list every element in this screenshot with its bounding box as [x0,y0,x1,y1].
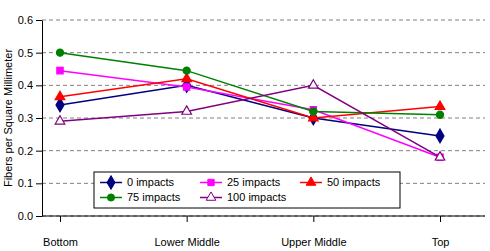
y-tick: 0.4 [18,79,42,91]
legend-marker [107,194,114,201]
y-tick: 0.0 [18,210,42,222]
series-marker [436,129,444,143]
x-tick-mark [187,216,188,222]
x-tick-mark [440,216,441,222]
x-tick-label: Upper Middle [281,236,346,248]
series-marker [184,84,190,90]
legend-label: 50 impacts [327,176,381,188]
series-marker [435,152,445,160]
grid-line [42,52,485,53]
x-tick-label: Lower Middle [154,236,219,248]
legend-entry: 50 impacts [300,176,381,188]
x-tick: Lower Middle [154,216,219,248]
y-tick-mark [36,85,42,86]
x-tick: Top [432,216,450,248]
legend-label: 75 impacts [127,191,181,203]
grid-line [42,85,485,86]
series-line [60,85,440,157]
y-tick-label: 0.0 [18,210,33,222]
series-marker [183,67,190,74]
series-line [60,53,440,115]
grid-line [42,216,485,217]
series-marker [435,101,445,109]
y-tick-label: 0.4 [18,79,33,91]
legend-entry: 25 impacts [200,176,281,188]
x-tick: Upper Middle [281,216,346,248]
series-marker [436,111,443,118]
grid-line [42,150,485,151]
legend-marker [206,192,216,200]
legend-marker [208,179,214,185]
series-marker [309,80,319,88]
legend-entry: 75 impacts [100,191,181,203]
x-tick-mark [313,216,314,222]
x-tick: Bottom [43,216,78,248]
y-tick-mark [36,20,42,21]
y-tick: 0.2 [18,145,42,157]
series-marker [310,108,317,115]
y-tick-mark [36,151,42,152]
grid-line [42,20,485,21]
y-tick-mark [36,216,42,217]
y-tick-label: 0.2 [18,145,33,157]
legend-marker [107,176,115,190]
legend-label: 100 impacts [227,191,287,203]
legend: 0 impacts 25 impacts 50 impacts 75 impacts 1… [94,172,400,208]
y-tick: 0.5 [18,47,42,59]
y-tick-mark [36,183,42,184]
legend-entry: 100 impacts [200,191,287,203]
legend-entry: 0 impacts [100,176,175,190]
x-tick-mark [60,216,61,222]
chart: 0.0 0.1 0.2 0.3 0.4 0.5 0.6 Bottom Lower Middle U… [0,0,490,251]
y-tick: 0.3 [18,112,42,124]
series-marker [182,106,192,114]
y-tick-mark [36,53,42,54]
series-line [60,85,440,136]
x-tick-label: Top [432,236,450,248]
series-marker [55,91,65,99]
plot-area [55,49,445,160]
y-tick-label: 0.6 [18,14,33,26]
y-tick-mark [36,118,42,119]
legend-label: 0 impacts [127,176,175,188]
y-tick-label: 0.3 [18,112,33,124]
series-marker [57,67,63,73]
x-axis: Bottom Lower Middle Upper Middle Top [42,216,485,248]
legend-label: 25 impacts [227,176,281,188]
grid [42,20,485,216]
y-axis-line [42,21,43,217]
y-axis-title: Fibers per Square Millimeter [2,49,14,187]
y-tick: 0.1 [18,177,42,189]
series-marker [55,116,65,124]
x-tick-label: Bottom [43,236,78,248]
y-tick-label: 0.1 [18,177,33,189]
legend-marker [306,177,316,185]
y-tick-label: 0.5 [18,47,33,59]
legend-box [94,172,400,208]
y-tick: 0.6 [18,14,42,26]
x-axis-line [42,216,485,217]
y-axis: 0.0 0.1 0.2 0.3 0.4 0.5 0.6 [18,14,43,222]
series-marker [56,49,63,56]
